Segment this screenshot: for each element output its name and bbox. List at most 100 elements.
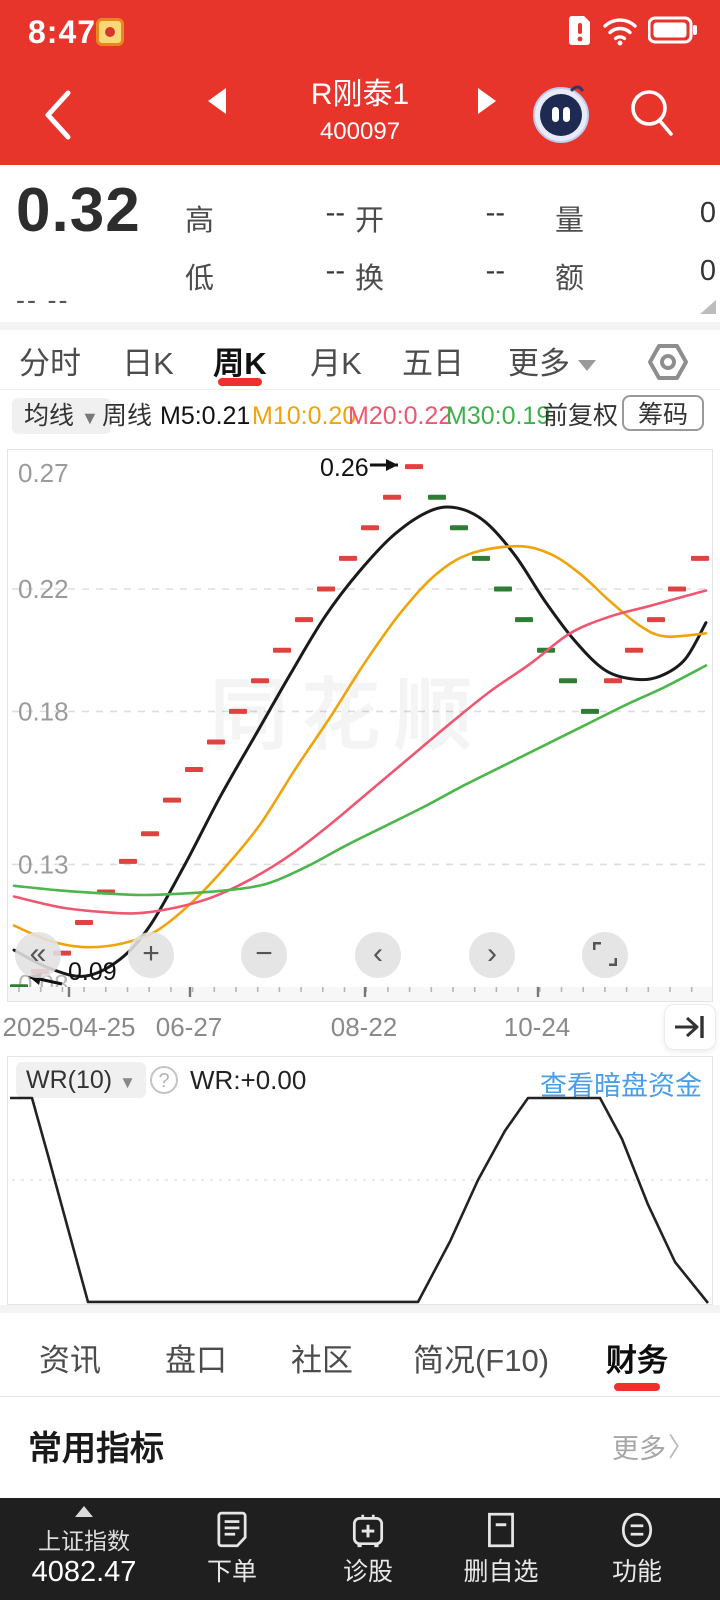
detail-tab-盘口[interactable]: 盘口 (165, 1343, 227, 1378)
common-indicators-section: 常用指标 更多 〉 (0, 1397, 720, 1498)
wr-header: WR(10) ▼ ? WR:+0.00 查看暗盘资金 (8, 1057, 712, 1101)
order-icon (212, 1510, 252, 1555)
remove-favorite-icon (481, 1510, 521, 1555)
tabbar-item-诊股[interactable]: 诊股 (303, 1498, 433, 1600)
dark-pool-funds-link[interactable]: 查看暗盘资金 (540, 1071, 702, 1101)
expand-corner-icon[interactable] (700, 300, 716, 314)
tabbar-item-label: 诊股 (342, 1558, 393, 1586)
x-axis-ruler (8, 987, 712, 1001)
tabbar-item-label: 删自选 (463, 1558, 539, 1586)
stat-label: 高 (185, 205, 215, 237)
period-tab-日K[interactable]: 日K (122, 346, 174, 381)
ma20-value: M20:0.22 (348, 402, 453, 430)
wifi-icon (603, 18, 637, 46)
go-to-latest-button[interactable] (664, 1004, 716, 1050)
svg-text:0.18: 0.18 (18, 696, 69, 726)
pan-left-button[interactable]: ‹ (355, 932, 401, 978)
detail-tab-财务[interactable]: 财务 (606, 1343, 668, 1378)
stat-value: 0 (699, 255, 716, 287)
ma-selector-button[interactable]: 均线 ▼ (12, 398, 111, 434)
search-icon[interactable] (626, 86, 678, 140)
period-tabs: 分时 日K 周K 月K 五日 更多 (0, 330, 720, 390)
stock-name: R刚泰1 (310, 78, 410, 111)
tabbar-item-删自选[interactable]: 删自选 (436, 1498, 566, 1600)
stat-value: -- (325, 255, 345, 287)
period-tab-五日[interactable]: 五日 (402, 346, 464, 381)
rewind-button[interactable]: « (15, 932, 61, 978)
indicator-selector-button[interactable]: WR(10) ▼ (16, 1062, 146, 1098)
period-tab-周K[interactable]: 周K (213, 346, 267, 381)
tabbar-item-label: 功能 (611, 1558, 662, 1586)
tabbar-item-功能[interactable]: 功能 (572, 1498, 702, 1600)
x-axis-labels: 2025-04-25 06-27 08-22 10-24 (3, 1008, 713, 1042)
pan-right-button[interactable]: › (469, 932, 515, 978)
stat-value: -- (485, 255, 505, 287)
status-time: 8:47 (28, 14, 97, 50)
bottom-tab-bar: 上证指数 4082.47 下单 诊股 删自选 功能 (0, 1498, 720, 1600)
nav-bar: R刚泰1 400097 (0, 64, 720, 164)
ma5-value: M5:0.21 (160, 402, 251, 430)
stock-code: 400097 (319, 118, 401, 145)
stat-value: 0 (699, 197, 716, 229)
quote-stat: 低 -- (185, 255, 345, 297)
quote-panel[interactable]: 0.32 -- -- 高 -- 开 -- 量 0 低 -- 换 -- 额 0 (0, 165, 720, 322)
stat-value: -- (325, 197, 345, 229)
detail-tabs: 资讯 盘口 社区 简况(F10) 财务 (0, 1305, 720, 1397)
ma30-value: M30:0.19 (446, 402, 551, 430)
diagnose-icon (348, 1510, 388, 1555)
detail-tab-社区[interactable]: 社区 (291, 1343, 353, 1378)
period-label: 周线 (102, 402, 153, 430)
svg-text:0.09: 0.09 (68, 958, 117, 986)
quote-stats-grid: 高 -- 开 -- 量 0 低 -- 换 -- 额 0 (170, 183, 716, 313)
prev-stock-icon[interactable] (208, 88, 226, 114)
wr-indicator-panel[interactable]: WR(10) ▼ ? WR:+0.00 查看暗盘资金 (7, 1056, 713, 1305)
battery-icon (648, 16, 697, 44)
index-name: 上证指数 (38, 1528, 130, 1554)
tabbar-item-label: 下单 (206, 1558, 257, 1586)
tabbar-item-下单[interactable]: 下单 (167, 1498, 297, 1600)
chips-button[interactable]: 筹码 (622, 395, 705, 431)
quote-stat: 高 -- (185, 197, 345, 239)
svg-text:同花顺: 同花顺 (210, 671, 486, 759)
notification-badge-icon (96, 18, 124, 46)
price-change: -- -- (16, 285, 70, 315)
stat-label: 量 (555, 205, 585, 237)
ma10-value: M10:0.20 (252, 402, 357, 430)
quote-stat: 换 -- (355, 255, 505, 297)
chart-settings-icon[interactable] (644, 340, 692, 384)
main-chart[interactable]: 0.27 0.22 0.18 0.13 0.08 同花顺 0.26 0.09 « + − ‹ … (7, 449, 713, 1002)
fullscreen-button[interactable] (582, 932, 628, 978)
stat-value: -- (485, 197, 505, 229)
last-price: 0.32 (16, 176, 141, 245)
back-icon[interactable] (40, 88, 76, 142)
wr-current-value: WR:+0.00 (190, 1065, 307, 1095)
period-tab-月K[interactable]: 月K (310, 346, 362, 381)
index-quote-item[interactable]: 上证指数 4082.47 (14, 1498, 154, 1600)
indicator-help-icon[interactable]: ? (150, 1066, 178, 1094)
status-icons (568, 14, 698, 46)
stat-label: 低 (185, 263, 215, 295)
active-tab-underline (218, 378, 262, 386)
svg-text:0.26: 0.26 (320, 454, 369, 482)
svg-text:0.13: 0.13 (18, 849, 69, 879)
sim-alert-icon (569, 16, 590, 45)
detail-tab-资讯[interactable]: 资讯 (39, 1343, 101, 1378)
assistant-robot-icon[interactable] (528, 80, 594, 146)
next-stock-icon[interactable] (478, 88, 496, 114)
divider (0, 322, 720, 330)
zoom-out-button[interactable]: − (241, 932, 287, 978)
detail-tab-简况(F10)[interactable]: 简况(F10) (412, 1343, 550, 1378)
x-axis-date-label: 06-27 (155, 1012, 223, 1042)
period-tab-分时[interactable]: 分时 (19, 346, 81, 381)
adjust-mode-label[interactable]: 前复权 (543, 402, 619, 430)
chevron-down-icon (578, 360, 596, 372)
zoom-in-button[interactable]: + (128, 932, 174, 978)
x-axis-date-label: 2025-04-25 (2, 1012, 136, 1042)
section-more-link[interactable]: 更多 (612, 1434, 666, 1464)
period-tab-更多[interactable]: 更多 (482, 338, 622, 383)
x-axis-date-label: 08-22 (330, 1012, 398, 1042)
